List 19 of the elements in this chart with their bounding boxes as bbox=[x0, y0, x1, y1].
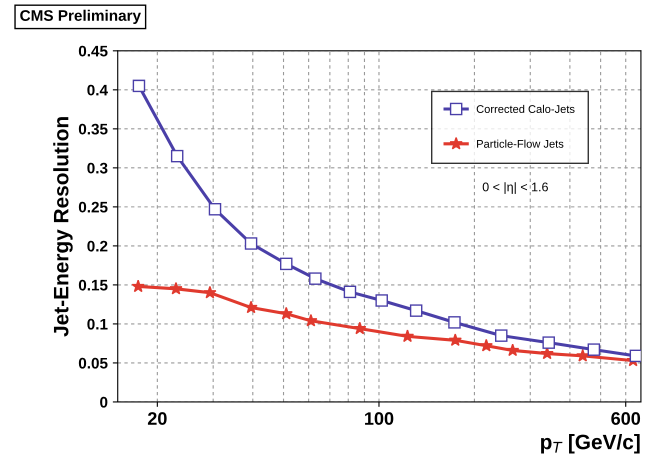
legend-label: Corrected Calo-Jets bbox=[476, 104, 575, 113]
y-tick-label: 0.15 bbox=[78, 280, 108, 291]
x-tick-label: 600 bbox=[611, 412, 640, 425]
y-tick-label: 0.4 bbox=[87, 84, 108, 96]
y-tick-label: 0.05 bbox=[78, 358, 108, 369]
x-tick-label: 100 bbox=[365, 412, 394, 425]
x-axis-title: p$_{T}$ [GeV/c] bbox=[541, 434, 640, 454]
y-tick-label: 0 bbox=[100, 396, 108, 408]
annotation: 0 < |η| < 1.6 bbox=[482, 182, 548, 194]
x-tick-label: 20 bbox=[148, 412, 167, 425]
y-tick-label: 0.1 bbox=[87, 318, 108, 330]
y-tick-label: 0.2 bbox=[87, 240, 108, 252]
y-tick-label: 0.35 bbox=[78, 124, 108, 135]
y-axis-title: Jet-Energy Resolution bbox=[53, 117, 73, 337]
y-tick-label: 0.25 bbox=[78, 202, 108, 213]
chart-title: CMS Preliminary bbox=[20, 10, 141, 24]
legend-label: Particle-Flow Jets bbox=[477, 140, 564, 148]
y-tick-label: 0.45 bbox=[78, 46, 108, 57]
y-tick-label: 0.3 bbox=[87, 162, 108, 174]
